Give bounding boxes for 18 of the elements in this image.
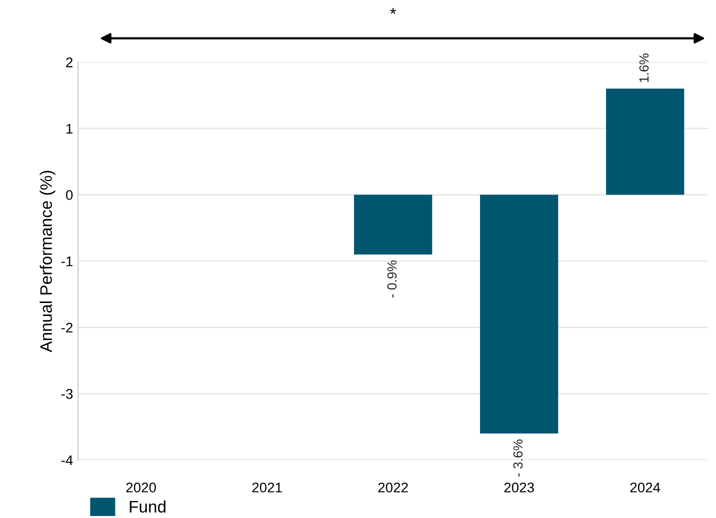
- y-tick-label: -3: [61, 389, 73, 399]
- y-axis-title: Annual Performance (%): [40, 170, 56, 352]
- y-tick-label: 0: [66, 190, 73, 200]
- y-tick-label: 1: [66, 124, 73, 134]
- x-tick-label: 2021: [252, 482, 282, 492]
- y-tick-label: 2: [66, 57, 72, 68]
- y-tick-label: -2: [61, 322, 72, 332]
- data-label: - 0.9%: [387, 260, 397, 298]
- y-tick-label: -4: [61, 455, 73, 466]
- x-tick-label: 2024: [630, 482, 660, 492]
- data-label: 1.6%: [639, 54, 649, 82]
- legend-label: Fund: [130, 500, 166, 513]
- x-tick-label: 2020: [126, 482, 156, 492]
- y-tick-label: -1: [61, 256, 73, 266]
- data-label: - 3.6%: [513, 439, 523, 477]
- x-tick-label: 2023: [504, 482, 534, 492]
- text: *: [390, 8, 396, 14]
- x-tick-label: 2022: [378, 482, 408, 492]
